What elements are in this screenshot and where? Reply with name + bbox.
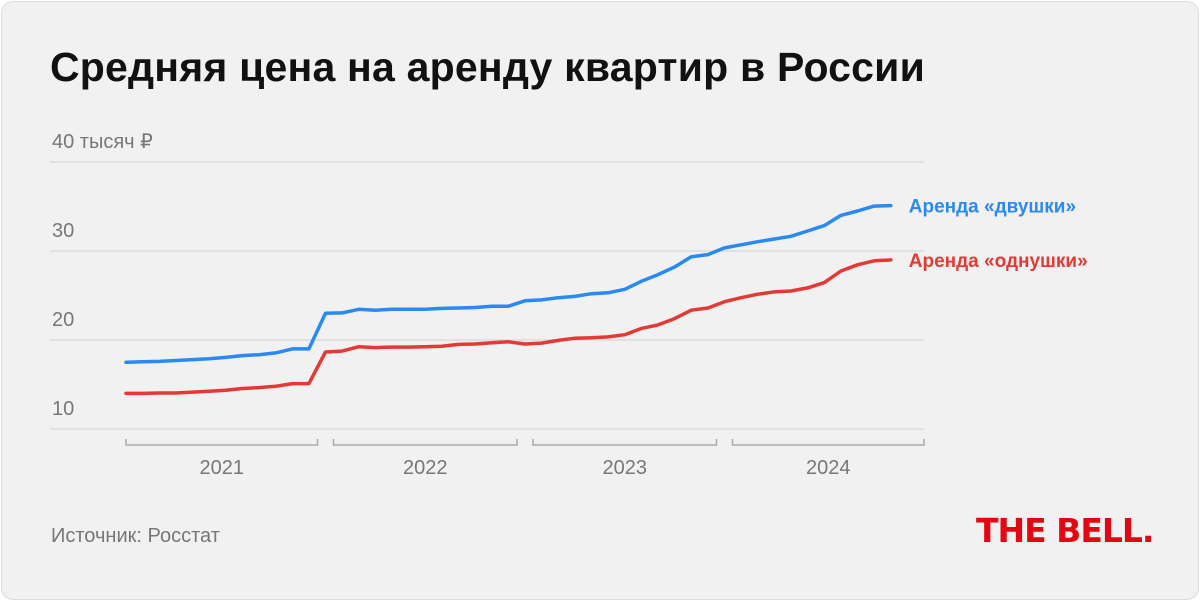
series-line-one-room <box>124 258 893 396</box>
x-year-label: 2023 <box>603 457 648 479</box>
x-year-label: 2021 <box>200 457 245 479</box>
year-bracket <box>332 439 518 446</box>
source-note: Источник: Росстат <box>51 525 220 547</box>
y-tick-label: 10 <box>52 398 74 420</box>
y-tick-label: 30 <box>52 220 74 242</box>
x-year-label: 2024 <box>806 457 851 479</box>
legend-label-two-room: Аренда «двушки» <box>909 197 1076 218</box>
year-bracket <box>532 439 718 446</box>
chart-title: Средняя цена на аренду квартир в России <box>50 44 925 90</box>
year-bracket <box>125 439 319 446</box>
legend-label-one-room: Аренда «однушки» <box>909 251 1088 272</box>
year-bracket <box>731 439 925 446</box>
the-bell-logo: THE BELL. <box>976 511 1154 550</box>
y-tick-label: 20 <box>52 309 74 331</box>
x-year-label: 2022 <box>403 457 448 479</box>
series-line-two-room <box>124 203 893 365</box>
y-tick-label: 40 тысяч ₽ <box>52 131 153 153</box>
